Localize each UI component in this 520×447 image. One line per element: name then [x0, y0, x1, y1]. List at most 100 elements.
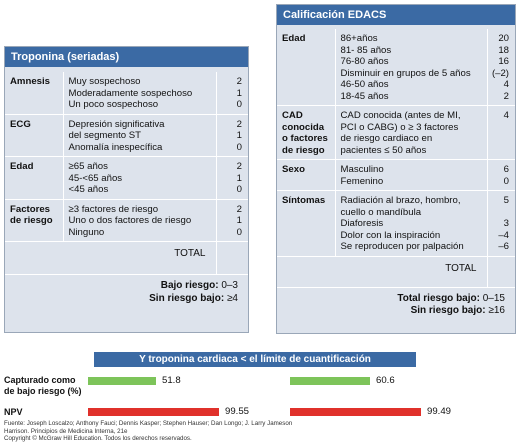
troponina-footer: Bajo riesgo: 0–3 Sin riesgo bajo: ≥4 [5, 275, 248, 309]
edacs-total-row: TOTAL [277, 256, 515, 288]
troponina-item: ≥3 factores de riesgo [68, 203, 159, 215]
bar-value-label: 99.55 [225, 406, 250, 417]
edacs-category: Síntomas [277, 190, 335, 257]
troponina-category: Edad [5, 156, 63, 200]
source-citation: Fuente: Joseph Loscalzo; Anthony Fauci; … [4, 420, 292, 443]
edacs-points: 6 [503, 164, 509, 175]
troponina-points: 1 [236, 87, 242, 99]
bar [290, 377, 370, 385]
edacs-row: CAD conocida o factores de riesgo CAD con… [277, 105, 515, 160]
edacs-item: Disminuir en grupos de 5 años [340, 67, 471, 79]
troponina-title: Troponina (seriadas) [5, 47, 248, 67]
edacs-item: Dolor con la inspiración [340, 229, 441, 241]
bajo-riesgo-label: Bajo riesgo: [160, 280, 219, 291]
troponina-points: 0 [236, 141, 242, 153]
troponina-points: 1 [236, 130, 242, 141]
bar [290, 408, 421, 416]
edacs-table: Edad 86+años 81- 85 años 76-80 años Disminui… [277, 29, 515, 288]
edacs-item: 46-50 años [340, 79, 389, 90]
edacs-item: cuello o mandíbula [340, 206, 422, 218]
category-label-npv: NPV [4, 407, 23, 417]
bar [88, 377, 156, 385]
edacs-row: Edad 86+años 81- 85 años 76-80 años Disminui… [277, 29, 515, 106]
troponina-points: 2 [236, 161, 242, 172]
troponina-item: ≥65 años [68, 161, 108, 172]
troponina-points: 0 [236, 184, 242, 195]
edacs-points: 5 [503, 195, 509, 206]
edacs-footer: Total riesgo bajo: 0–15 Sin riesgo bajo:… [277, 288, 515, 322]
bajo-riesgo-value: 0–3 [221, 280, 238, 291]
edacs-row: Sexo Masculino Femenino 6 0 [277, 159, 515, 191]
total-bajo-value: 0–15 [482, 292, 505, 304]
edacs-item: de riesgo cardiaco en [340, 133, 433, 144]
bar-value-label: 51.8 [162, 375, 181, 386]
edacs-item: Diaforesis [340, 218, 384, 229]
troponina-row: Edad ≥65 años 45-<65 años <45 años 2 1 0 [5, 156, 248, 200]
category-label-captured: Capturado como de bajo riesgo (%) [4, 375, 82, 396]
troponina-category: ECG [5, 114, 63, 157]
edacs-item: Se reproducen por palpación [340, 241, 464, 252]
edacs-points: 4 [503, 110, 509, 121]
troponina-total-row: TOTAL [5, 241, 248, 275]
edacs-item: 81- 85 años [340, 44, 392, 56]
troponina-item: Ninguno [68, 226, 105, 238]
edacs-points: (–2) [491, 67, 509, 79]
troponina-points: 2 [236, 203, 242, 215]
troponina-points: 2 [236, 118, 242, 130]
sin-riesgo-value: ≥4 [226, 292, 238, 304]
source-line: Copyright © McGraw Hill Education. Todos… [4, 435, 192, 442]
edacs-points: 20 [498, 33, 509, 44]
bar [88, 408, 219, 416]
edacs-title: Calificación EDACS [277, 5, 515, 25]
edacs-item: 76-80 años [340, 56, 389, 67]
edacs-points: 3 [503, 218, 509, 229]
troponina-item: del segmento ST [68, 130, 142, 141]
edacs-points: 18 [498, 44, 509, 56]
edacs-total-label: TOTAL [277, 256, 487, 288]
edacs-item: PCI o CABG) o ≥ 3 factores [340, 121, 459, 133]
edacs-sin-riesgo-value: ≥16 [488, 305, 505, 316]
edacs-points: 4 [503, 79, 509, 90]
total-bajo-label: Total riesgo bajo: [397, 292, 480, 304]
edacs-item: 18-45 años [340, 90, 389, 102]
source-line: Harrison. Principios de Medicina Interna… [4, 427, 128, 435]
troponina-row: Amnesis Muy sospechoso Moderadamente sospe… [5, 72, 248, 115]
bar-value-label: 60.6 [376, 375, 395, 386]
troponina-item: Uno o dos factores de riesgo [68, 215, 192, 226]
troponina-panel: Troponina (seriadas) Amnesis Muy sospecho… [4, 46, 249, 333]
edacs-category: Edad [277, 29, 335, 106]
troponina-item: Un poco sospechoso [68, 99, 159, 110]
troponina-points: 0 [236, 99, 242, 110]
troponina-item: 45-<65 años [68, 172, 123, 184]
troponina-row: Factores de riesgo ≥3 factores de riesgo U… [5, 199, 248, 242]
edacs-points: 16 [498, 56, 509, 67]
edacs-category: Sexo [277, 159, 335, 191]
troponina-points: 1 [236, 172, 242, 184]
edacs-item: Femenino [340, 175, 384, 187]
edacs-item: pacientes ≤ 50 años [340, 144, 427, 156]
edacs-item: CAD conocida (antes de MI, [340, 110, 461, 121]
troponina-category: Amnesis [5, 72, 63, 115]
edacs-points [490, 207, 510, 219]
source-line: Fuente: Joseph Loscalzo; Anthony Fauci; … [4, 420, 293, 427]
troponina-table: Amnesis Muy sospechoso Moderadamente sospe… [5, 72, 248, 275]
edacs-sin-riesgo-label: Sin riesgo bajo: [410, 305, 486, 316]
troponina-total-label: TOTAL [5, 241, 216, 275]
troponina-points: 0 [236, 226, 242, 238]
edacs-points: 0 [503, 175, 509, 187]
troponina-item: Moderadamente sospechoso [68, 87, 193, 99]
bar-value-label: 99.49 [427, 406, 452, 417]
edacs-item: 86+años [340, 33, 378, 44]
troponina-points: 1 [236, 215, 242, 226]
edacs-row: Síntomas Radiación al brazo, hombro, cuell… [277, 190, 515, 257]
bar-chart: Y troponina cardiaca < el límite de cuan… [4, 352, 516, 420]
edacs-points: 2 [503, 90, 509, 102]
troponina-row: ECG Depresión significativa del segmento S… [5, 114, 248, 157]
edacs-points: –4 [498, 229, 509, 241]
edacs-points: –6 [498, 241, 509, 252]
edacs-item: Masculino [340, 164, 384, 175]
troponina-item: Muy sospechoso [68, 76, 141, 87]
troponina-points: 2 [236, 76, 242, 87]
edacs-category: CAD conocida o factores de riesgo [277, 105, 335, 160]
troponina-item: <45 años [68, 184, 109, 195]
